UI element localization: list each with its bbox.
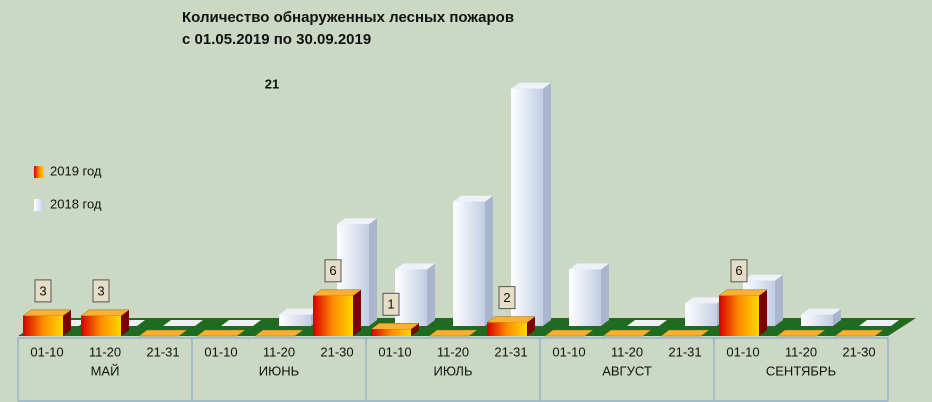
bar-top: [453, 195, 493, 202]
bar-top: [337, 218, 377, 225]
bar-top: [163, 320, 203, 326]
bar-top: [511, 82, 551, 89]
bar-top: [370, 323, 420, 330]
bar-top: [486, 316, 536, 323]
bar: [371, 329, 411, 336]
x-tick-label: 11-20: [437, 344, 469, 359]
value-label: 6: [329, 263, 336, 278]
x-tick-label: 21-30: [842, 344, 875, 359]
x-tick-label: 01-10: [378, 344, 411, 359]
bar: [81, 315, 121, 336]
value-label: 3: [39, 283, 46, 298]
bar-top: [544, 329, 594, 337]
bar-side: [427, 263, 435, 326]
x-tick-label: 11-20: [785, 344, 817, 359]
bar: [685, 303, 717, 326]
value-label-box: [34, 279, 52, 303]
value-label-box: [324, 259, 342, 283]
bar-top: [834, 329, 884, 337]
bar-top: [428, 329, 478, 337]
x-tick-label: 11-20: [263, 344, 295, 359]
x-tick-label: 01-10: [552, 344, 585, 359]
bar-side: [369, 218, 377, 326]
bar-side: [543, 82, 551, 326]
bar-side: [601, 263, 609, 326]
legend-label: 2018 год: [50, 196, 102, 211]
legend-label: 2019 год: [50, 163, 102, 178]
value-label-box: [382, 292, 400, 316]
month-label: ИЮНЬ: [259, 363, 299, 378]
chart-subtitle: с 01.05.2019 по 30.09.2019: [182, 31, 371, 48]
value-label-box: [498, 286, 516, 310]
value-label: 3: [97, 283, 104, 298]
bar: [719, 295, 759, 336]
value-label: 21: [265, 76, 279, 91]
bar-top: [569, 263, 609, 270]
x-tick-label: 21-31: [146, 344, 179, 359]
x-tick-label: 11-20: [611, 344, 643, 359]
bar: [569, 269, 601, 326]
bar-side: [353, 289, 361, 336]
bar-top: [221, 320, 261, 326]
bar: [801, 314, 833, 326]
bar: [313, 295, 353, 336]
bar-top: [196, 329, 246, 337]
bar-side: [759, 289, 767, 336]
month-label: СЕНТЯБРЬ: [766, 363, 836, 378]
x-tick-label: 01-10: [204, 344, 237, 359]
bar-top: [395, 263, 435, 270]
bar-top: [859, 320, 899, 326]
axis-table: [17, 337, 889, 402]
bar-top: [22, 309, 72, 317]
month-label: ИЮЛЬ: [434, 363, 473, 378]
bar: [395, 269, 427, 326]
bar-side: [485, 195, 493, 326]
bar-side: [63, 309, 71, 336]
chart-title: Количество обнаруженных лесных пожаров: [182, 9, 514, 26]
bar-side: [833, 308, 841, 326]
bar-top: [138, 329, 188, 337]
x-tick-label: 21-31: [668, 344, 701, 359]
bar-side: [121, 309, 129, 336]
bar-top: [602, 329, 652, 337]
bar-side: [411, 323, 419, 336]
value-label: 6: [735, 263, 742, 278]
bar-top: [685, 297, 725, 304]
bar-top: [254, 329, 304, 337]
bar: [23, 315, 63, 336]
bar-top: [80, 309, 130, 317]
legend-swatch: [34, 199, 44, 211]
bar-side: [775, 274, 783, 326]
x-tick-label: 01-10: [726, 344, 759, 359]
bar: [487, 322, 527, 336]
bar: [279, 314, 311, 326]
x-tick-label: 21-30: [320, 344, 353, 359]
value-label: 1: [387, 297, 394, 312]
bar-top: [801, 308, 841, 315]
bar-top: [718, 289, 768, 297]
bar-top: [279, 308, 319, 315]
bar-top: [776, 329, 826, 337]
x-tick-label: 11-20: [89, 344, 121, 359]
bar-top: [660, 329, 710, 337]
bar: [511, 88, 543, 326]
x-tick-label: 21-31: [494, 344, 527, 359]
month-label: МАЙ: [91, 363, 120, 378]
bar: [453, 201, 485, 326]
value-label: 2: [503, 290, 510, 305]
month-label: АВГУСТ: [602, 363, 652, 378]
bar-top: [743, 274, 783, 281]
bar-side: [527, 316, 535, 336]
value-label-box: [92, 279, 110, 303]
bar-top: [312, 289, 362, 297]
x-tick-label: 01-10: [30, 344, 63, 359]
legend-swatch: [34, 166, 44, 178]
value-label-box: [730, 259, 748, 283]
bar-top: [627, 320, 667, 326]
